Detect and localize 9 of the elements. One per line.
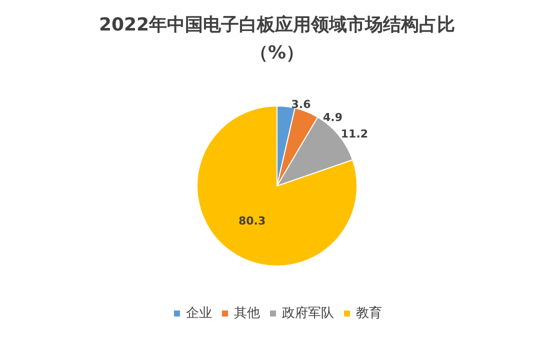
data-label: 80.3 (238, 214, 266, 228)
data-label: 4.9 (323, 111, 343, 124)
legend-label: 企业 (186, 306, 212, 321)
chart-title: 2022年中国电子白板应用领域市场结构占比（%） (98, 14, 456, 64)
legend-label: 其他 (234, 306, 260, 321)
data-label: 11.2 (340, 128, 368, 141)
data-label: 3.6 (291, 98, 312, 112)
legend-label: 教育 (356, 305, 382, 321)
legend-label: 政府军队 (282, 305, 334, 321)
